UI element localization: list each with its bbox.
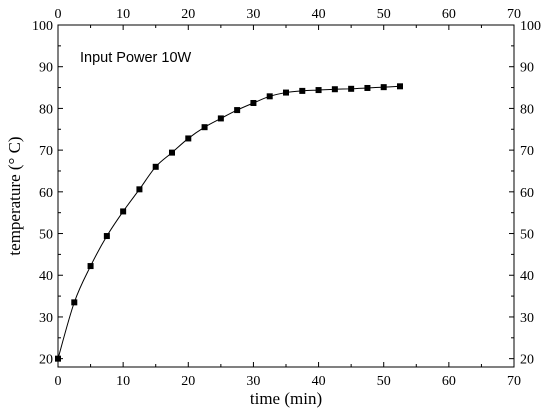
data-point xyxy=(201,124,208,131)
y-tick-label-right: 50 xyxy=(520,228,534,243)
y-tick-label-left: 40 xyxy=(39,269,53,284)
y-tick-label-left: 70 xyxy=(39,144,53,159)
y-tick-label-right: 100 xyxy=(520,19,541,34)
data-point xyxy=(185,135,192,142)
data-point xyxy=(315,87,322,94)
y-tick-label-left: 100 xyxy=(32,19,53,34)
x-tick-label-bottom: 20 xyxy=(181,374,195,389)
y-axis-title: temperature (° C) xyxy=(5,136,24,255)
x-tick-label-bottom: 10 xyxy=(116,374,130,389)
x-tick-label-bottom: 0 xyxy=(55,374,62,389)
axis-ticks xyxy=(57,24,515,367)
data-point xyxy=(169,149,175,156)
data-point xyxy=(152,163,159,170)
temperature-curve xyxy=(57,85,401,359)
y-tick-label-right: 60 xyxy=(520,186,534,201)
y-tick-label-right: 90 xyxy=(520,61,534,76)
x-tick-label-top: 50 xyxy=(377,7,391,22)
data-point xyxy=(55,355,61,362)
axis-tick-labels: 0 0 10 10 20 20 30 30 40 40 50 50 60 60 70 70 20 20 30 30 40… xyxy=(32,7,541,389)
data-point xyxy=(380,84,387,91)
y-tick-label-left: 90 xyxy=(39,61,53,76)
x-tick-label-top: 10 xyxy=(116,7,130,22)
plot-frame xyxy=(57,24,515,368)
x-tick-label-top: 60 xyxy=(442,7,456,22)
data-point xyxy=(103,233,110,240)
data-point xyxy=(234,107,241,114)
data-point xyxy=(250,99,257,106)
x-tick-label-bottom: 30 xyxy=(246,374,260,389)
data-point xyxy=(87,263,94,270)
y-tick-label-right: 40 xyxy=(520,269,534,284)
data-point xyxy=(120,208,127,215)
x-tick-label-bottom: 60 xyxy=(442,374,456,389)
x-tick-label-top: 40 xyxy=(312,7,326,22)
x-tick-label-top: 20 xyxy=(181,7,195,22)
data-point xyxy=(299,87,306,94)
x-tick-label-bottom: 40 xyxy=(312,374,326,389)
data-point xyxy=(136,186,143,193)
data-point xyxy=(217,115,224,122)
x-tick-label-top: 30 xyxy=(246,7,260,22)
data-point xyxy=(397,83,403,90)
data-markers xyxy=(55,83,403,362)
data-point xyxy=(71,299,78,306)
y-tick-label-left: 60 xyxy=(39,186,53,201)
y-tick-label-right: 70 xyxy=(520,144,534,159)
y-tick-label-left: 30 xyxy=(39,311,53,326)
data-point xyxy=(266,93,273,100)
x-tick-label-bottom: 70 xyxy=(507,374,521,389)
x-tick-label-bottom: 50 xyxy=(377,374,391,389)
data-point xyxy=(364,84,371,91)
x-axis-title: time (min) xyxy=(250,389,322,408)
y-tick-label-right: 80 xyxy=(520,102,534,117)
x-tick-label-top: 70 xyxy=(507,7,521,22)
data-point xyxy=(348,85,355,92)
y-tick-label-left: 50 xyxy=(39,228,53,243)
annotation-label: Input Power 10W xyxy=(80,50,192,66)
data-point xyxy=(331,86,338,93)
x-tick-label-top: 0 xyxy=(55,7,62,22)
y-tick-label-right: 20 xyxy=(520,353,534,368)
y-tick-label-left: 80 xyxy=(39,102,53,117)
y-tick-label-left: 20 xyxy=(39,353,53,368)
y-tick-label-right: 30 xyxy=(520,311,534,326)
data-point xyxy=(283,89,289,96)
